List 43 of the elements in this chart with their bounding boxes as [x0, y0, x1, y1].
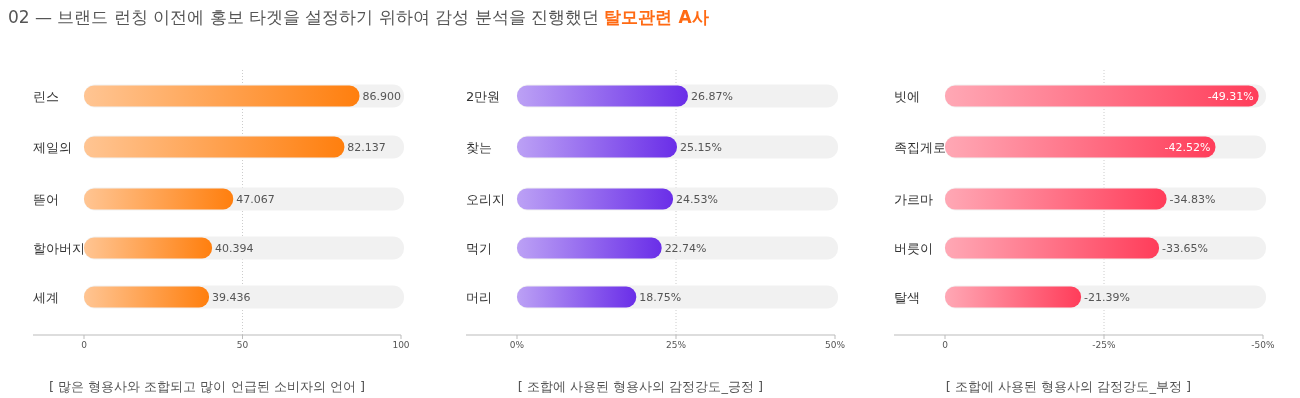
data-label: 40.394	[215, 242, 254, 255]
x-axis-title: [ 많은 형용사와 조합되고 많이 언급된 소비자의 언어 ]	[48, 379, 366, 394]
y-tick-label: 제일의	[33, 140, 72, 155]
data-label: 39.436	[212, 291, 251, 304]
x-tick-label: 25%	[665, 340, 687, 350]
y-tick-label: 뜯어	[33, 192, 59, 207]
data-label: 47.067	[236, 193, 275, 206]
data-label: -34.83%	[1169, 193, 1216, 206]
x-tick-label: 0	[81, 340, 88, 350]
x-tick-label: 100	[392, 340, 410, 350]
y-tick-label: 먹기	[466, 241, 492, 256]
x-tick-label: 50	[236, 340, 249, 350]
data-label: -42.52%	[1164, 141, 1211, 154]
y-tick-label: 찾는	[466, 140, 492, 155]
x-tick-label: -25%	[1092, 340, 1117, 350]
y-tick-label: 가르마	[894, 192, 933, 207]
y-tick-label: 세계	[33, 290, 59, 305]
data-label: 22.74%	[664, 242, 707, 255]
data-label: 26.87%	[690, 90, 733, 103]
x-tick-label: 0%	[509, 340, 525, 350]
data-label: 24.53%	[676, 193, 718, 206]
x-tick-label: 0	[942, 340, 949, 350]
data-label: 18.75%	[639, 291, 682, 304]
data-label: -33.65%	[1162, 242, 1208, 255]
chart-title: 02 — 브랜드 런칭 이전에 홍보 타겟을 설정하기 위하여 감성 분석을 진행했던 탈모관련 A사	[8, 7, 709, 27]
y-tick-label: 오리지	[466, 192, 505, 207]
y-tick-label: 할아버지	[33, 241, 85, 256]
y-tick-label: 버릇이	[894, 241, 933, 256]
x-axis-title: [ 조합에 사용된 형용사의 감정강도_부정 ]	[945, 379, 1192, 394]
x-axis-title: [ 조합에 사용된 형용사의 감정강도_긍정 ]	[517, 379, 764, 394]
y-tick-label: 탈색	[894, 290, 920, 305]
data-label: -49.31%	[1207, 90, 1254, 103]
data-label: 25.15%	[679, 141, 722, 154]
y-tick-label: 족집게로	[894, 140, 946, 155]
x-tick-label: -50%	[1251, 340, 1276, 350]
data-label: 82.137	[347, 141, 386, 154]
data-label: -21.39%	[1084, 291, 1130, 304]
y-tick-label: 머리	[466, 290, 492, 305]
y-tick-label: 린스	[33, 89, 59, 104]
x-tick-label: 50%	[824, 340, 846, 350]
y-tick-label: 2만원	[466, 89, 501, 104]
y-tick-label: 빗에	[894, 89, 920, 104]
data-label: 86.900	[362, 90, 401, 103]
